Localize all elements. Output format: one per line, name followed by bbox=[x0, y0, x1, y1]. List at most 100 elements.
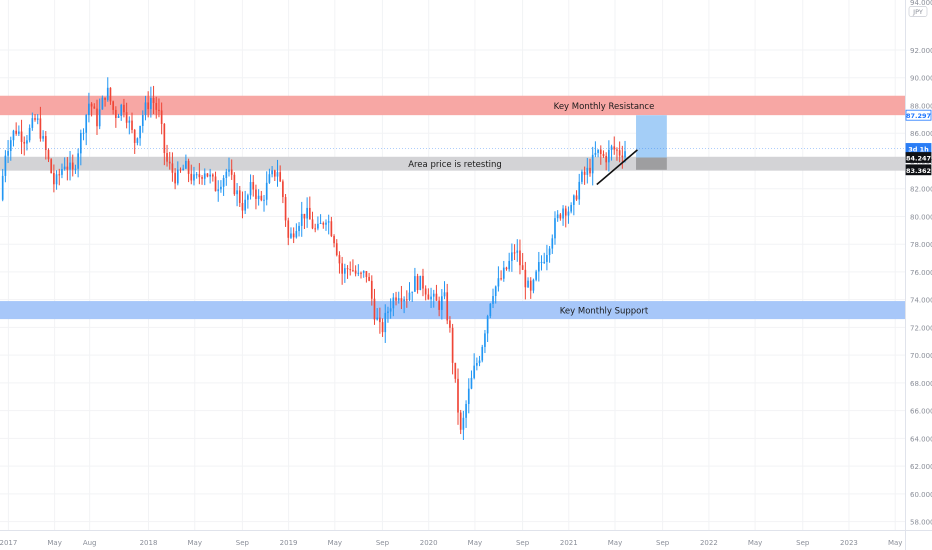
trendline-drawing[interactable] bbox=[596, 149, 638, 186]
candle-body bbox=[467, 388, 470, 404]
candle-body bbox=[220, 186, 222, 190]
price-axis[interactable]: 58.000 60.000 62.000 64.000 66.000 68.000 70.0… bbox=[905, 0, 932, 550]
candle-body bbox=[55, 174, 58, 185]
candle-body bbox=[128, 120, 131, 123]
candle-body bbox=[502, 267, 505, 279]
candle-body bbox=[451, 327, 454, 363]
time-tick-label: 2020 bbox=[420, 539, 438, 547]
candle-body bbox=[50, 159, 53, 174]
candle-body bbox=[422, 275, 424, 289]
candle-body bbox=[403, 299, 405, 302]
price-label-text: 83.362 bbox=[906, 167, 931, 175]
candle-body bbox=[198, 174, 201, 178]
price-tick-label: 92.000 bbox=[910, 47, 932, 55]
candle-body bbox=[314, 228, 317, 230]
candle-body bbox=[268, 174, 271, 183]
candle-body bbox=[39, 118, 42, 139]
candle-body bbox=[387, 311, 389, 313]
candle-body bbox=[581, 171, 583, 182]
candle-body bbox=[327, 221, 330, 223]
candle-body bbox=[26, 140, 28, 144]
candle-body bbox=[115, 109, 117, 118]
candle-body bbox=[4, 155, 7, 176]
candle-body bbox=[222, 177, 225, 187]
candle-body bbox=[616, 149, 618, 151]
long-position-tool[interactable] bbox=[0, 115, 905, 170]
candle-body bbox=[66, 166, 69, 170]
candle-body bbox=[273, 170, 276, 177]
time-tick-label: Sep bbox=[516, 539, 530, 547]
candle-body bbox=[333, 236, 335, 244]
price-axis-labels: 87.297 3d 1h 84.247 83.362 bbox=[905, 109, 932, 176]
price-tick-label: 88.000 bbox=[910, 102, 932, 110]
candle-body bbox=[449, 320, 451, 328]
price-zones: Key Monthly Resistance Area price is rete… bbox=[0, 95, 905, 320]
candle-body bbox=[85, 115, 88, 133]
candle-body bbox=[150, 97, 152, 110]
candle-body bbox=[290, 233, 292, 238]
currency-label: JPY bbox=[912, 8, 923, 16]
candle-body bbox=[69, 162, 71, 170]
candle-body bbox=[613, 146, 616, 150]
candle-body bbox=[158, 109, 160, 111]
candle-body bbox=[34, 118, 36, 120]
candle-body bbox=[77, 153, 79, 169]
candle-body bbox=[454, 362, 457, 379]
candle-body bbox=[201, 177, 203, 179]
candle-body bbox=[287, 220, 290, 238]
candle-body bbox=[306, 207, 308, 219]
candle-body bbox=[71, 162, 74, 170]
price-tick-label: 82.000 bbox=[910, 186, 932, 194]
candle-body bbox=[206, 173, 209, 177]
candle-body bbox=[317, 223, 319, 229]
time-tick-label: May bbox=[608, 539, 622, 547]
candle-body bbox=[562, 208, 564, 219]
time-tick-label: Sep bbox=[376, 539, 390, 547]
candle-body bbox=[624, 151, 626, 158]
time-tick-label: Sep bbox=[796, 539, 810, 547]
candle-body bbox=[168, 161, 171, 164]
candle-body bbox=[244, 199, 246, 211]
candle-body bbox=[166, 153, 168, 162]
candle-body bbox=[360, 272, 362, 274]
candle-body bbox=[42, 136, 44, 139]
candle-body bbox=[1, 175, 4, 200]
price-tick-label: 68.000 bbox=[910, 380, 932, 388]
candle-body bbox=[497, 278, 500, 287]
time-tick-label: 2021 bbox=[560, 539, 578, 547]
candle-body bbox=[247, 195, 249, 200]
candle-body bbox=[432, 293, 435, 297]
candle-body bbox=[160, 110, 163, 124]
candle-body bbox=[443, 292, 446, 297]
candle-body bbox=[551, 238, 554, 249]
candle-body bbox=[325, 222, 327, 225]
time-axis[interactable]: 2017 May Aug 2018 May Sep 2019 May Sep 2020 May Sep… bbox=[0, 530, 932, 548]
trendline bbox=[596, 149, 638, 186]
target-zone bbox=[636, 115, 667, 158]
candle-body bbox=[532, 279, 535, 291]
time-tick-label: May bbox=[468, 539, 482, 547]
candle-body bbox=[276, 172, 279, 177]
time-tick-label: May bbox=[187, 539, 201, 547]
candles bbox=[1, 77, 626, 440]
candle-body bbox=[405, 299, 408, 301]
candle-body bbox=[74, 168, 77, 170]
price-tick-label: 76.000 bbox=[910, 269, 932, 277]
time-tick-label: 2019 bbox=[280, 539, 298, 547]
candle-body bbox=[9, 140, 12, 152]
candle-body bbox=[397, 298, 400, 301]
candle-body bbox=[23, 141, 26, 144]
candle-body bbox=[411, 291, 414, 293]
candle-body bbox=[489, 303, 492, 317]
candle-body bbox=[236, 190, 238, 195]
candle-body bbox=[494, 286, 497, 297]
candle-body bbox=[618, 150, 621, 156]
candle-body bbox=[63, 166, 66, 170]
candle-body bbox=[279, 172, 282, 182]
candle-body bbox=[139, 126, 141, 139]
candle-body bbox=[521, 265, 524, 270]
price-tick-label: 90.000 bbox=[910, 75, 932, 83]
candle-body bbox=[535, 271, 537, 280]
zone-label: Area price is retesting bbox=[408, 160, 502, 170]
